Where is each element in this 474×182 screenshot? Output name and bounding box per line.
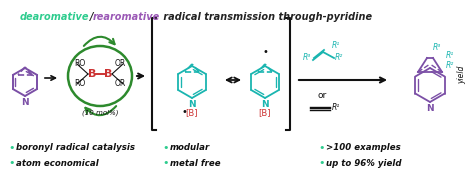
Text: R²: R² [446,60,454,70]
Text: •: • [181,107,187,117]
Text: /: / [90,12,93,22]
Text: rearomative: rearomative [93,12,160,22]
Text: B: B [88,69,96,79]
Text: metal free: metal free [170,159,220,167]
Text: yield: yield [457,66,466,84]
Text: R³: R³ [303,54,311,62]
Text: •: • [318,158,325,168]
Text: R¹: R¹ [446,52,454,60]
Text: RO: RO [74,60,86,68]
Text: radical transmission through-pyridine: radical transmission through-pyridine [160,12,373,22]
Text: [B]: [B] [259,108,271,117]
Text: N: N [426,104,434,113]
Text: •: • [162,158,168,168]
Text: •: • [8,158,15,168]
Text: atom economical: atom economical [16,159,99,167]
Text: •: • [162,143,168,153]
Text: •: • [262,47,268,57]
Text: R²: R² [335,54,343,62]
Text: RO: RO [74,80,86,88]
Text: R¹: R¹ [332,104,340,112]
Text: or: or [318,90,327,100]
Text: •: • [318,143,325,153]
Text: >100 examples: >100 examples [326,143,401,153]
Text: dearomative: dearomative [20,12,90,22]
Text: N: N [21,98,29,107]
Text: B: B [104,69,112,79]
Text: •: • [8,143,15,153]
Text: R¹: R¹ [332,41,340,50]
Text: N: N [261,100,269,109]
Text: modular: modular [170,143,210,153]
Text: N: N [188,100,196,109]
Text: OR: OR [114,60,126,68]
Text: R³: R³ [433,43,441,52]
Text: (10 mol%): (10 mol%) [82,109,118,116]
Text: OR: OR [114,80,126,88]
Text: [B]: [B] [186,108,198,117]
Text: up to 96% yield: up to 96% yield [326,159,401,167]
Text: boronyl radical catalysis: boronyl radical catalysis [16,143,135,153]
